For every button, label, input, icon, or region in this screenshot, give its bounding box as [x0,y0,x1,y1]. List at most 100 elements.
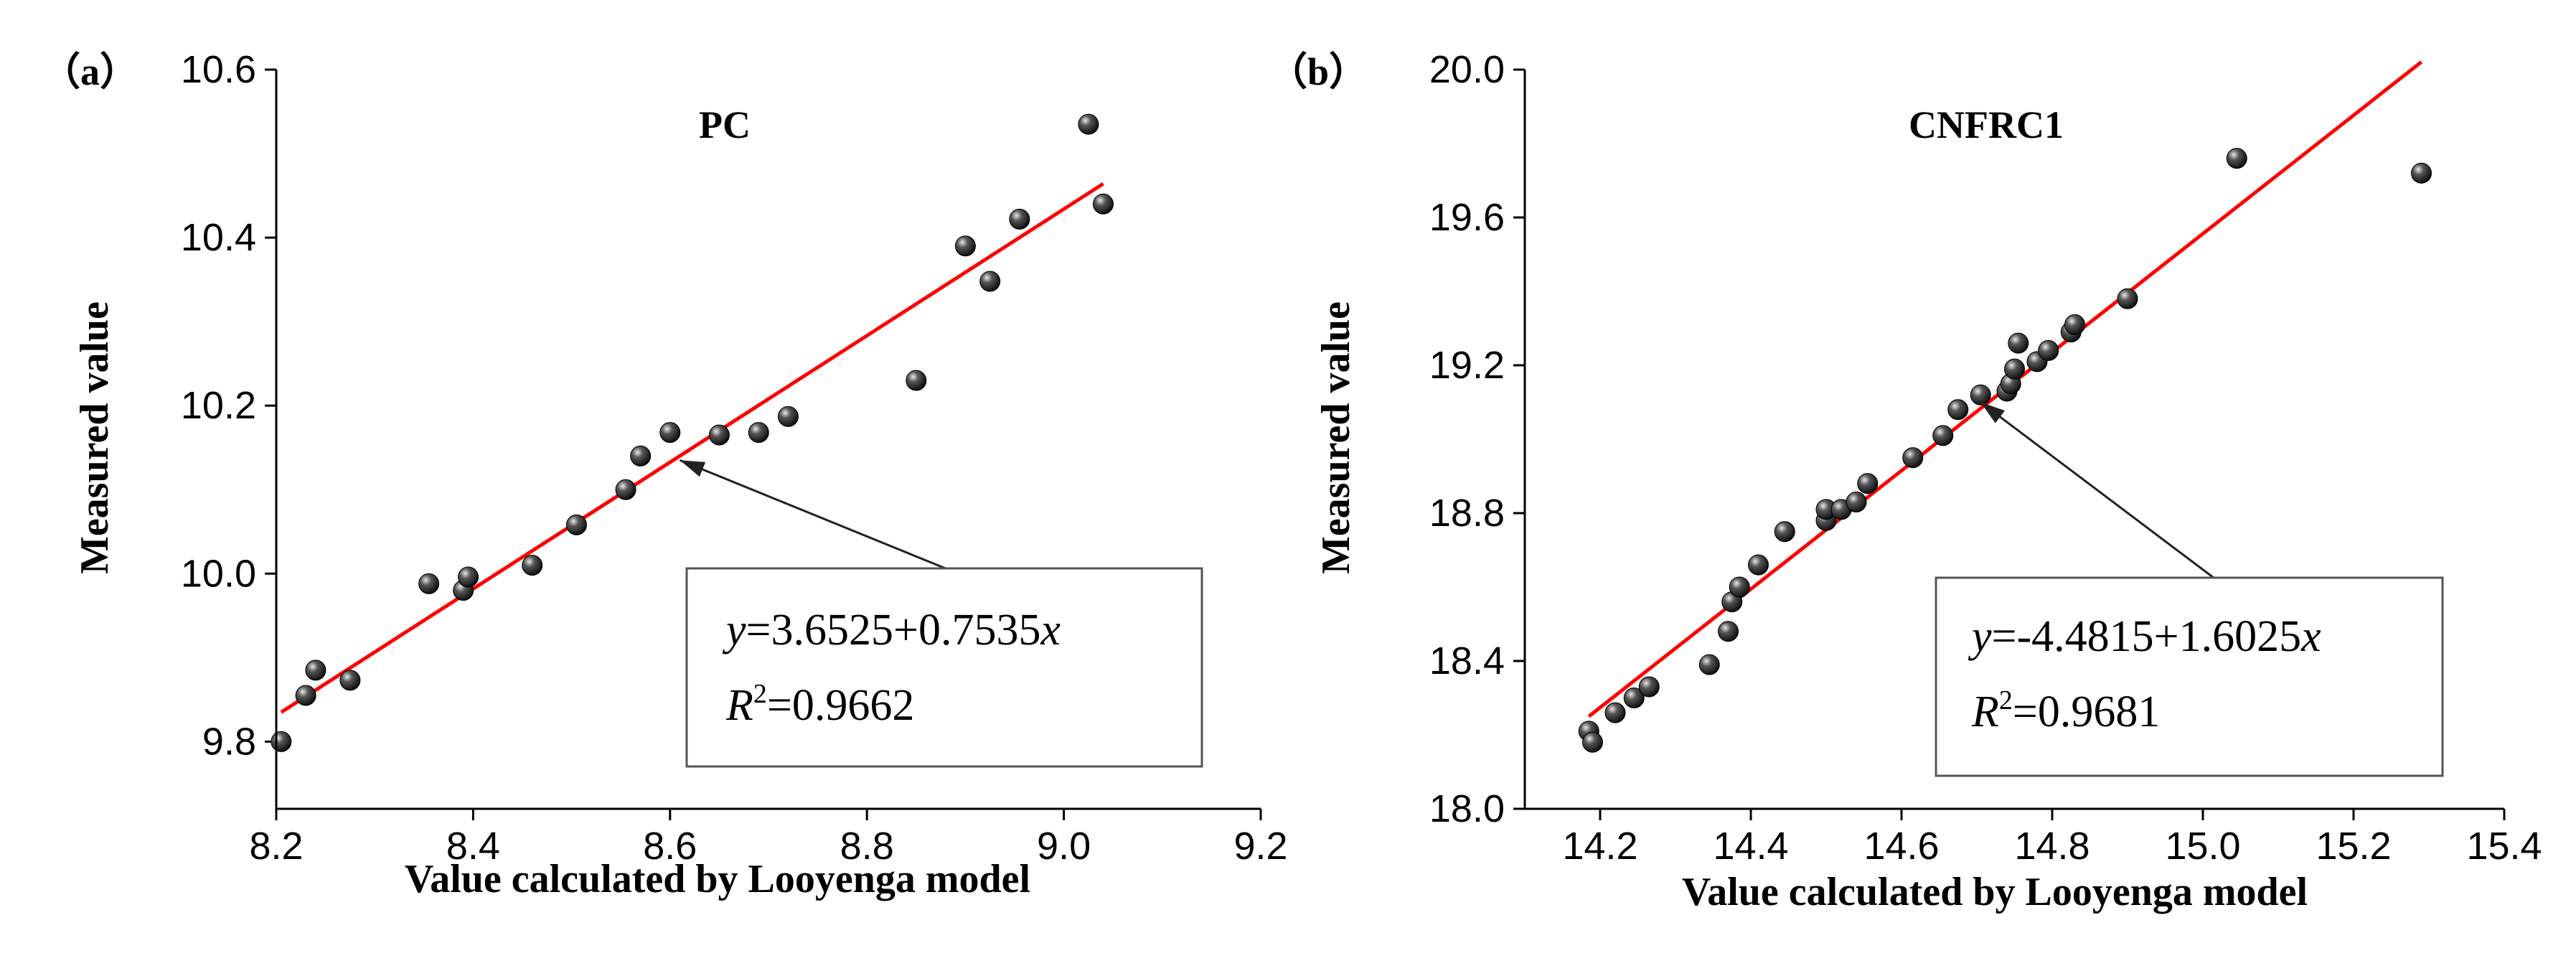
panel-a-ticks: 8.2 8.4 8.6 8.8 9.0 9.2 9.8 10.0 10.2 10.4 10.6 [181,48,1288,868]
panel-a-r2-text: =0.9662 [767,681,914,730]
panel-a-x-axis-label: Value calculated by Looyenga model [405,857,1030,901]
panel-a-data-point [295,685,316,706]
panel-a-fit-line [280,182,1104,714]
panel-a-data-point [906,370,927,391]
panel-b-y-tick-label: 18.8 [1429,492,1505,535]
panel-b-y-tick-label: 18.0 [1429,787,1505,830]
panel-b-x-tick-label: 15.4 [2466,825,2542,868]
panel-a-x-tick-label: 8.4 [446,825,500,868]
panel-a-label: （a） [42,50,138,93]
panel-a-data-point [1009,208,1030,230]
panel-a-data-point [1092,193,1114,215]
panel-a-y-tick-label: 10.4 [181,216,256,259]
panel-b-fit-equation: y=-4.4815+1.6025x [1968,612,2321,661]
panel-b-y-tick-label: 19.6 [1429,196,1505,239]
panel-b: （b） CNFRC1 Measured value Value calculat… [1269,48,2542,914]
panel-b-y-tick-label: 19.2 [1429,344,1505,387]
panel-a-data-point [777,405,799,427]
panel-b-data-point [1718,621,1739,642]
panel-b-data-point [1582,731,1603,753]
panel-a-y-tick-label: 10.6 [181,48,256,91]
panel-b-data-point [2064,314,2085,335]
panel-b-data-point [1774,521,1795,543]
panel-a-data-point [615,479,636,500]
panel-a-x-tick-label: 9.2 [1233,825,1287,868]
panel-a-data-point [1078,113,1099,135]
panel-b-r2-text: =0.9681 [2013,688,2160,736]
panel-b-x-tick-label: 14.2 [1562,825,1637,868]
panel-a-data-point [565,514,587,535]
panel-b-x-tick-label: 14.4 [1713,825,1788,868]
panel-b-y-tick-label: 20.0 [1429,48,1505,91]
panel-b-label: （b） [1269,50,1368,93]
panel-a-equation-text: =3.6525+0.7535 [746,606,1041,655]
panel-a-data-point [418,573,440,594]
panel-b-data-point [2004,358,2025,380]
panel-b-data-point [1970,384,1991,405]
panel-b-data-point [1947,399,1969,421]
panel-a: （a） PC Measured value Value calculated b… [42,48,1288,901]
panel-b-y-tick-label: 18.4 [1429,639,1505,682]
panel-a-points [271,113,1114,752]
panel-a-x-tick-label: 8.2 [249,825,303,868]
panel-a-r-squared: R2=0.9662 [725,679,914,730]
panel-a-data-point [339,670,361,691]
panel-b-axes [1523,70,2504,810]
panel-a-data-point [708,424,730,446]
panel-a-arrow-line [679,459,955,573]
panel-b-data-point [1902,447,1924,469]
panel-b-data-point [1604,702,1626,723]
panel-a-axes [275,70,1261,810]
panel-b-y-axis-label: Measured value [1314,301,1358,574]
panel-a-data-point [954,235,976,257]
panel-b-data-point [1638,676,1660,698]
panel-b-title: CNFRC1 [1909,103,2064,146]
panel-b-data-point [2411,162,2432,184]
panel-b-data-point [1698,654,1720,675]
panel-a-y-axis-label: Measured value [72,301,117,574]
panel-b-arrow-head [1980,402,2006,423]
panel-a-x-tick-label: 9.0 [1037,825,1091,868]
panel-a-x-tick-label: 8.8 [840,825,894,868]
panel-b-equation-box: y=-4.4815+1.6025x R2=0.9681 [1935,401,2444,777]
panel-a-arrow-head [680,460,706,477]
panel-a-data-point [522,555,543,576]
panel-b-data-point [2117,288,2138,309]
panel-a-data-point [458,566,479,588]
panel-b-data-point [1932,425,1954,446]
panel-b-arrow-line [1980,401,2214,579]
panel-a-data-point [271,731,292,752]
panel-b-ticks: 14.2 14.4 14.6 14.8 15.0 15.2 15.4 18.0 18.4 18.8… [1429,48,2542,868]
panel-a-y-tick-label: 10.0 [181,552,256,595]
panel-b-x-tick-label: 15.2 [2316,825,2391,868]
panel-b-x-tick-label: 14.8 [2014,825,2090,868]
panel-b-data-point [1623,688,1645,708]
panel-a-data-point [979,271,1001,292]
panel-b-x-tick-label: 14.6 [1863,825,1939,868]
panel-b-equation-frame [1935,576,2444,777]
panel-a-data-point [748,422,769,444]
panel-a-data-point [305,660,326,681]
panel-b-r-squared: R2=0.9681 [1971,685,2160,736]
panel-a-x-tick-label: 8.6 [643,825,697,868]
panel-a-y-tick-label: 9.8 [202,720,256,763]
panel-b-data-point [2226,148,2247,169]
panel-a-equation-frame [685,567,1203,768]
panel-a-title: PC [699,103,751,146]
panel-b-equation-text: =-4.4815+1.6025 [1992,612,2302,661]
panel-b-data-point [1857,473,1879,494]
panel-b-points [1578,148,2432,753]
panel-b-data-point [2038,339,2059,361]
panel-b-data-point [2008,332,2029,354]
panel-a-equation-box: y=3.6525+0.7535x R2=0.9662 [679,459,1203,768]
panel-b-data-point [1846,492,1867,513]
panel-a-data-point [630,445,652,466]
panel-a-fit-equation: y=3.6525+0.7535x [722,606,1061,655]
panel-a-data-point [659,422,681,444]
panel-b-x-tick-label: 15.0 [2165,825,2240,868]
panel-a-y-tick-label: 10.2 [181,384,256,427]
panel-b-x-axis-label: Value calculated by Looyenga model [1682,870,2308,914]
panel-b-data-point [1748,554,1769,576]
panel-b-data-point [1729,576,1750,598]
